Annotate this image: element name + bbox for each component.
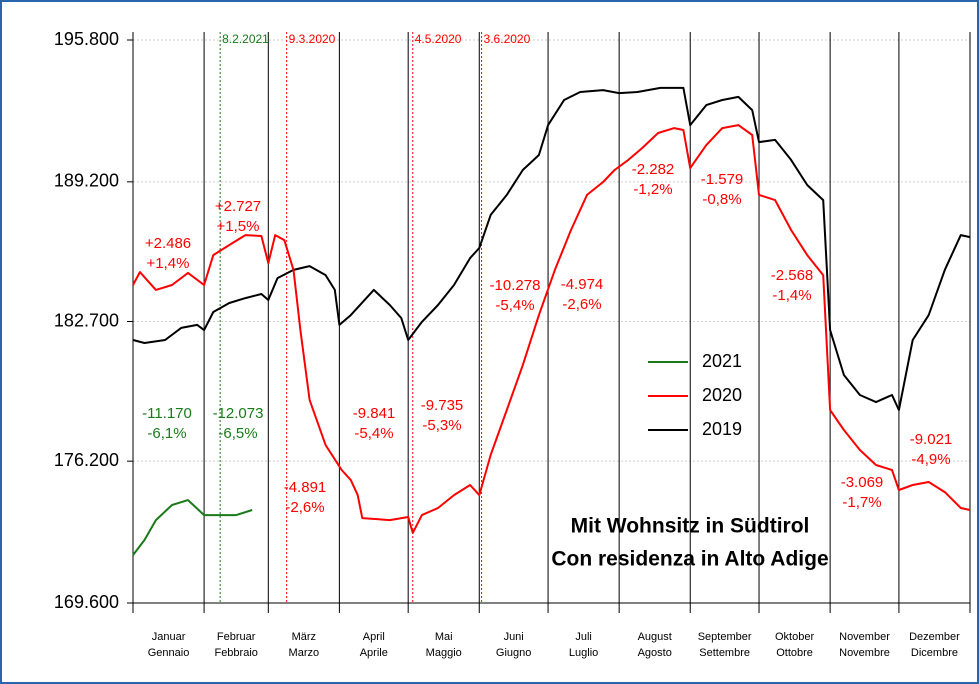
x-tick-label: Oktober (775, 631, 814, 643)
annotation: -4.974 (561, 276, 604, 293)
x-tick-label: März (292, 631, 316, 643)
annotation: -4.891 (284, 479, 327, 496)
annotation: -9.735 (421, 397, 464, 414)
annotation: -6,1% (147, 425, 186, 442)
annotation: +2.486 (145, 235, 191, 252)
annotation: -2,6% (562, 296, 601, 313)
annotation: -10.278 (490, 277, 541, 294)
event-label: 8.2.2021 (222, 32, 269, 46)
x-tick-label: Marzo (289, 647, 320, 659)
annotation: -6,5% (218, 425, 257, 442)
x-tick-label: Settembre (699, 647, 750, 659)
event-label: 4.5.2020 (415, 32, 462, 46)
annotation: -12.073 (213, 405, 264, 422)
x-tick-label: Giugno (496, 647, 531, 659)
annotation: -4,9% (911, 451, 950, 468)
annotation: -1.579 (701, 171, 744, 188)
series-line (132, 86, 971, 411)
series-line (132, 499, 253, 556)
x-tick-label: Juli (575, 631, 592, 643)
event-label: 9.3.2020 (289, 32, 336, 46)
annotation: -1,7% (842, 494, 881, 511)
y-tick-label: 169.600 (54, 592, 119, 612)
x-tick-label: Luglio (569, 647, 598, 659)
annotation: -5,3% (422, 417, 461, 434)
x-tick-label: August (638, 631, 672, 643)
x-tick-label: September (698, 631, 752, 643)
annotation: -2.568 (771, 267, 814, 284)
annotation: -0,8% (702, 191, 741, 208)
x-tick-label: Februar (217, 631, 256, 643)
x-tick-label: Dicembre (911, 647, 958, 659)
x-tick-label: Maggio (426, 647, 462, 659)
y-tick-label: 182.700 (54, 310, 119, 330)
y-tick-label: 189.200 (54, 171, 119, 191)
annotation: +1,4% (147, 255, 190, 272)
x-tick-label: Gennaio (148, 647, 190, 659)
x-tick-label: Dezember (909, 631, 960, 643)
annotation: -11.170 (142, 405, 192, 422)
x-tick-label: Aprile (360, 647, 388, 659)
chart-title: Mit Wohnsitz in Südtirol (571, 515, 810, 538)
x-tick-label: April (363, 631, 385, 643)
y-tick-label: 195.800 (54, 29, 119, 49)
series-line (132, 124, 971, 534)
annotation: -1,4% (772, 287, 811, 304)
legend-label: 2020 (702, 385, 742, 405)
annotation: -2.282 (632, 161, 675, 178)
annotation: -3.069 (841, 474, 884, 491)
legend-label: 2021 (702, 351, 742, 371)
chart-title: Con residenza in Alto Adige (551, 548, 828, 571)
annotation: -9.021 (910, 431, 953, 448)
annotation: -1,2% (633, 181, 672, 198)
x-tick-label: November (839, 631, 890, 643)
x-tick-label: Ottobre (776, 647, 813, 659)
x-tick-label: Novembre (839, 647, 890, 659)
event-label: 3.6.2020 (484, 32, 531, 46)
annotation: -5,4% (495, 297, 534, 314)
x-tick-label: Januar (152, 631, 186, 643)
y-tick-label: 176.200 (54, 450, 119, 470)
legend-label: 2019 (702, 419, 742, 439)
annotation: -9.841 (353, 405, 396, 422)
x-tick-label: Juni (504, 631, 524, 643)
x-tick-label: Febbraio (214, 647, 257, 659)
annotation: -2,6% (285, 499, 324, 516)
x-tick-label: Mai (435, 631, 453, 643)
annotation: -5,4% (354, 425, 393, 442)
annotation: +1,5% (217, 218, 260, 235)
x-tick-label: Agosto (638, 647, 672, 659)
annotation: +2.727 (215, 198, 261, 215)
